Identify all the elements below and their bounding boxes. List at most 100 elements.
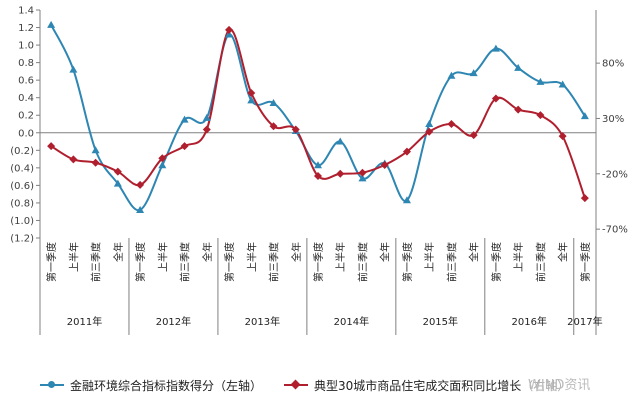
- data-point-financial-index: [47, 20, 56, 28]
- data-point-financial-index: [358, 174, 367, 182]
- category-label: 上半年: [334, 242, 347, 272]
- data-point-housing-growth: [469, 131, 478, 140]
- category-label: 第一季度: [134, 242, 147, 282]
- left-tick-label: 0.8: [18, 58, 34, 69]
- category-label: 前三季度: [445, 242, 458, 282]
- data-point-housing-growth: [558, 132, 567, 141]
- category-label: 上半年: [512, 242, 525, 272]
- data-point-housing-growth: [380, 160, 389, 169]
- data-point-financial-index: [269, 98, 278, 106]
- data-point-financial-index: [247, 96, 256, 104]
- category-label: 全年: [468, 242, 481, 262]
- category-label: 上半年: [423, 242, 436, 272]
- year-label: 2012年: [156, 315, 191, 328]
- legend: 金融环境综合指标指数得分（左轴） 典型30城市商品住宅成交面积同比增长（右轴）: [40, 372, 600, 398]
- data-point-housing-growth: [314, 172, 322, 181]
- category-label: 前三季度: [90, 242, 103, 282]
- left-tick-label: (0.2): [10, 146, 34, 157]
- left-tick-label: 0.0: [18, 128, 34, 139]
- category-label: 前三季度: [356, 242, 369, 282]
- right-tick-label: 80%: [602, 59, 624, 70]
- category-label: 第一季度: [579, 242, 592, 282]
- data-point-financial-index: [136, 205, 145, 213]
- left-tick-label: 1.2: [18, 23, 34, 34]
- data-point-financial-index: [225, 30, 234, 38]
- data-point-financial-index: [536, 77, 545, 85]
- data-point-financial-index: [425, 120, 434, 127]
- data-point-housing-growth: [580, 194, 589, 203]
- data-point-housing-growth: [447, 120, 456, 128]
- legend-label-housing-growth: 典型30城市商品住宅成交面积同比增长（右轴）: [314, 378, 570, 393]
- data-point-financial-index: [491, 44, 500, 52]
- data-point-financial-index: [113, 179, 122, 187]
- data-point-housing-growth: [425, 127, 434, 136]
- data-point-housing-growth: [269, 122, 278, 131]
- legend-swatch-blue: [40, 379, 64, 391]
- data-point-financial-index: [158, 161, 167, 169]
- data-point-financial-index: [514, 63, 523, 71]
- data-point-housing-growth: [336, 169, 345, 178]
- year-label: 2013年: [245, 315, 280, 328]
- legend-item-financial-index: 金融环境综合指标指数得分（左轴）: [40, 377, 262, 394]
- left-tick-label: (0.4): [10, 163, 34, 174]
- data-point-financial-index: [91, 146, 100, 154]
- data-point-financial-index: [580, 112, 589, 120]
- data-point-housing-growth: [225, 25, 234, 34]
- data-point-housing-growth: [158, 154, 167, 163]
- category-label: 第一季度: [312, 242, 325, 282]
- data-point-financial-index: [202, 113, 211, 121]
- legend-swatch-red: [284, 379, 309, 391]
- data-point-housing-growth: [202, 125, 211, 134]
- category-label: 前三季度: [179, 242, 192, 282]
- category-label: 全年: [379, 242, 392, 262]
- right-tick-label: -20%: [602, 169, 628, 180]
- data-point-housing-growth: [113, 167, 122, 176]
- year-label: 2014年: [334, 315, 369, 328]
- data-point-housing-growth: [536, 111, 545, 120]
- category-label: 第一季度: [490, 242, 503, 282]
- category-label: 前三季度: [534, 242, 547, 282]
- data-point-housing-growth: [402, 147, 411, 156]
- category-label: 上半年: [156, 242, 169, 272]
- legend-label-financial-index: 金融环境综合指标指数得分（左轴）: [70, 378, 263, 393]
- data-point-housing-growth: [180, 142, 189, 151]
- year-label: 2011年: [67, 315, 102, 328]
- left-tick-label: 1.4: [18, 6, 34, 17]
- data-point-housing-growth: [69, 155, 78, 164]
- data-point-financial-index: [180, 115, 189, 123]
- data-point-housing-growth: [514, 105, 523, 114]
- data-point-housing-growth: [491, 94, 500, 103]
- data-point-financial-index: [469, 69, 478, 77]
- data-point-financial-index: [447, 71, 456, 79]
- data-point-housing-growth: [358, 168, 367, 177]
- category-label: 全年: [290, 242, 303, 262]
- left-tick-label: 0.6: [18, 76, 34, 87]
- right-tick-label: 30%: [602, 114, 624, 125]
- legend-item-housing-growth: 典型30城市商品住宅成交面积同比增长（右轴）: [284, 377, 569, 394]
- left-tick-label: (1.2): [10, 234, 34, 245]
- category-label: 上半年: [245, 242, 258, 272]
- data-point-housing-growth: [47, 142, 56, 151]
- category-label: 全年: [112, 242, 125, 262]
- left-tick-label: (0.8): [10, 198, 34, 209]
- data-point-financial-index: [314, 161, 322, 169]
- year-label: 2015年: [423, 315, 458, 328]
- year-label: 2017年: [567, 315, 602, 328]
- data-point-housing-growth: [291, 125, 300, 134]
- data-point-financial-index: [558, 80, 567, 88]
- right-tick-label: -70%: [602, 225, 628, 236]
- data-point-housing-growth: [247, 89, 256, 98]
- data-point-financial-index: [69, 65, 78, 73]
- category-label: 第一季度: [45, 242, 58, 282]
- category-label: 第一季度: [223, 242, 236, 282]
- data-point-financial-index: [402, 196, 411, 204]
- data-point-housing-growth: [136, 180, 145, 189]
- category-label: 第一季度: [401, 242, 414, 282]
- category-label: 上半年: [67, 242, 80, 272]
- data-point-housing-growth: [91, 158, 100, 167]
- data-point-financial-index: [336, 137, 345, 145]
- watermark: WIND资讯: [528, 374, 591, 393]
- category-label: 全年: [201, 242, 214, 262]
